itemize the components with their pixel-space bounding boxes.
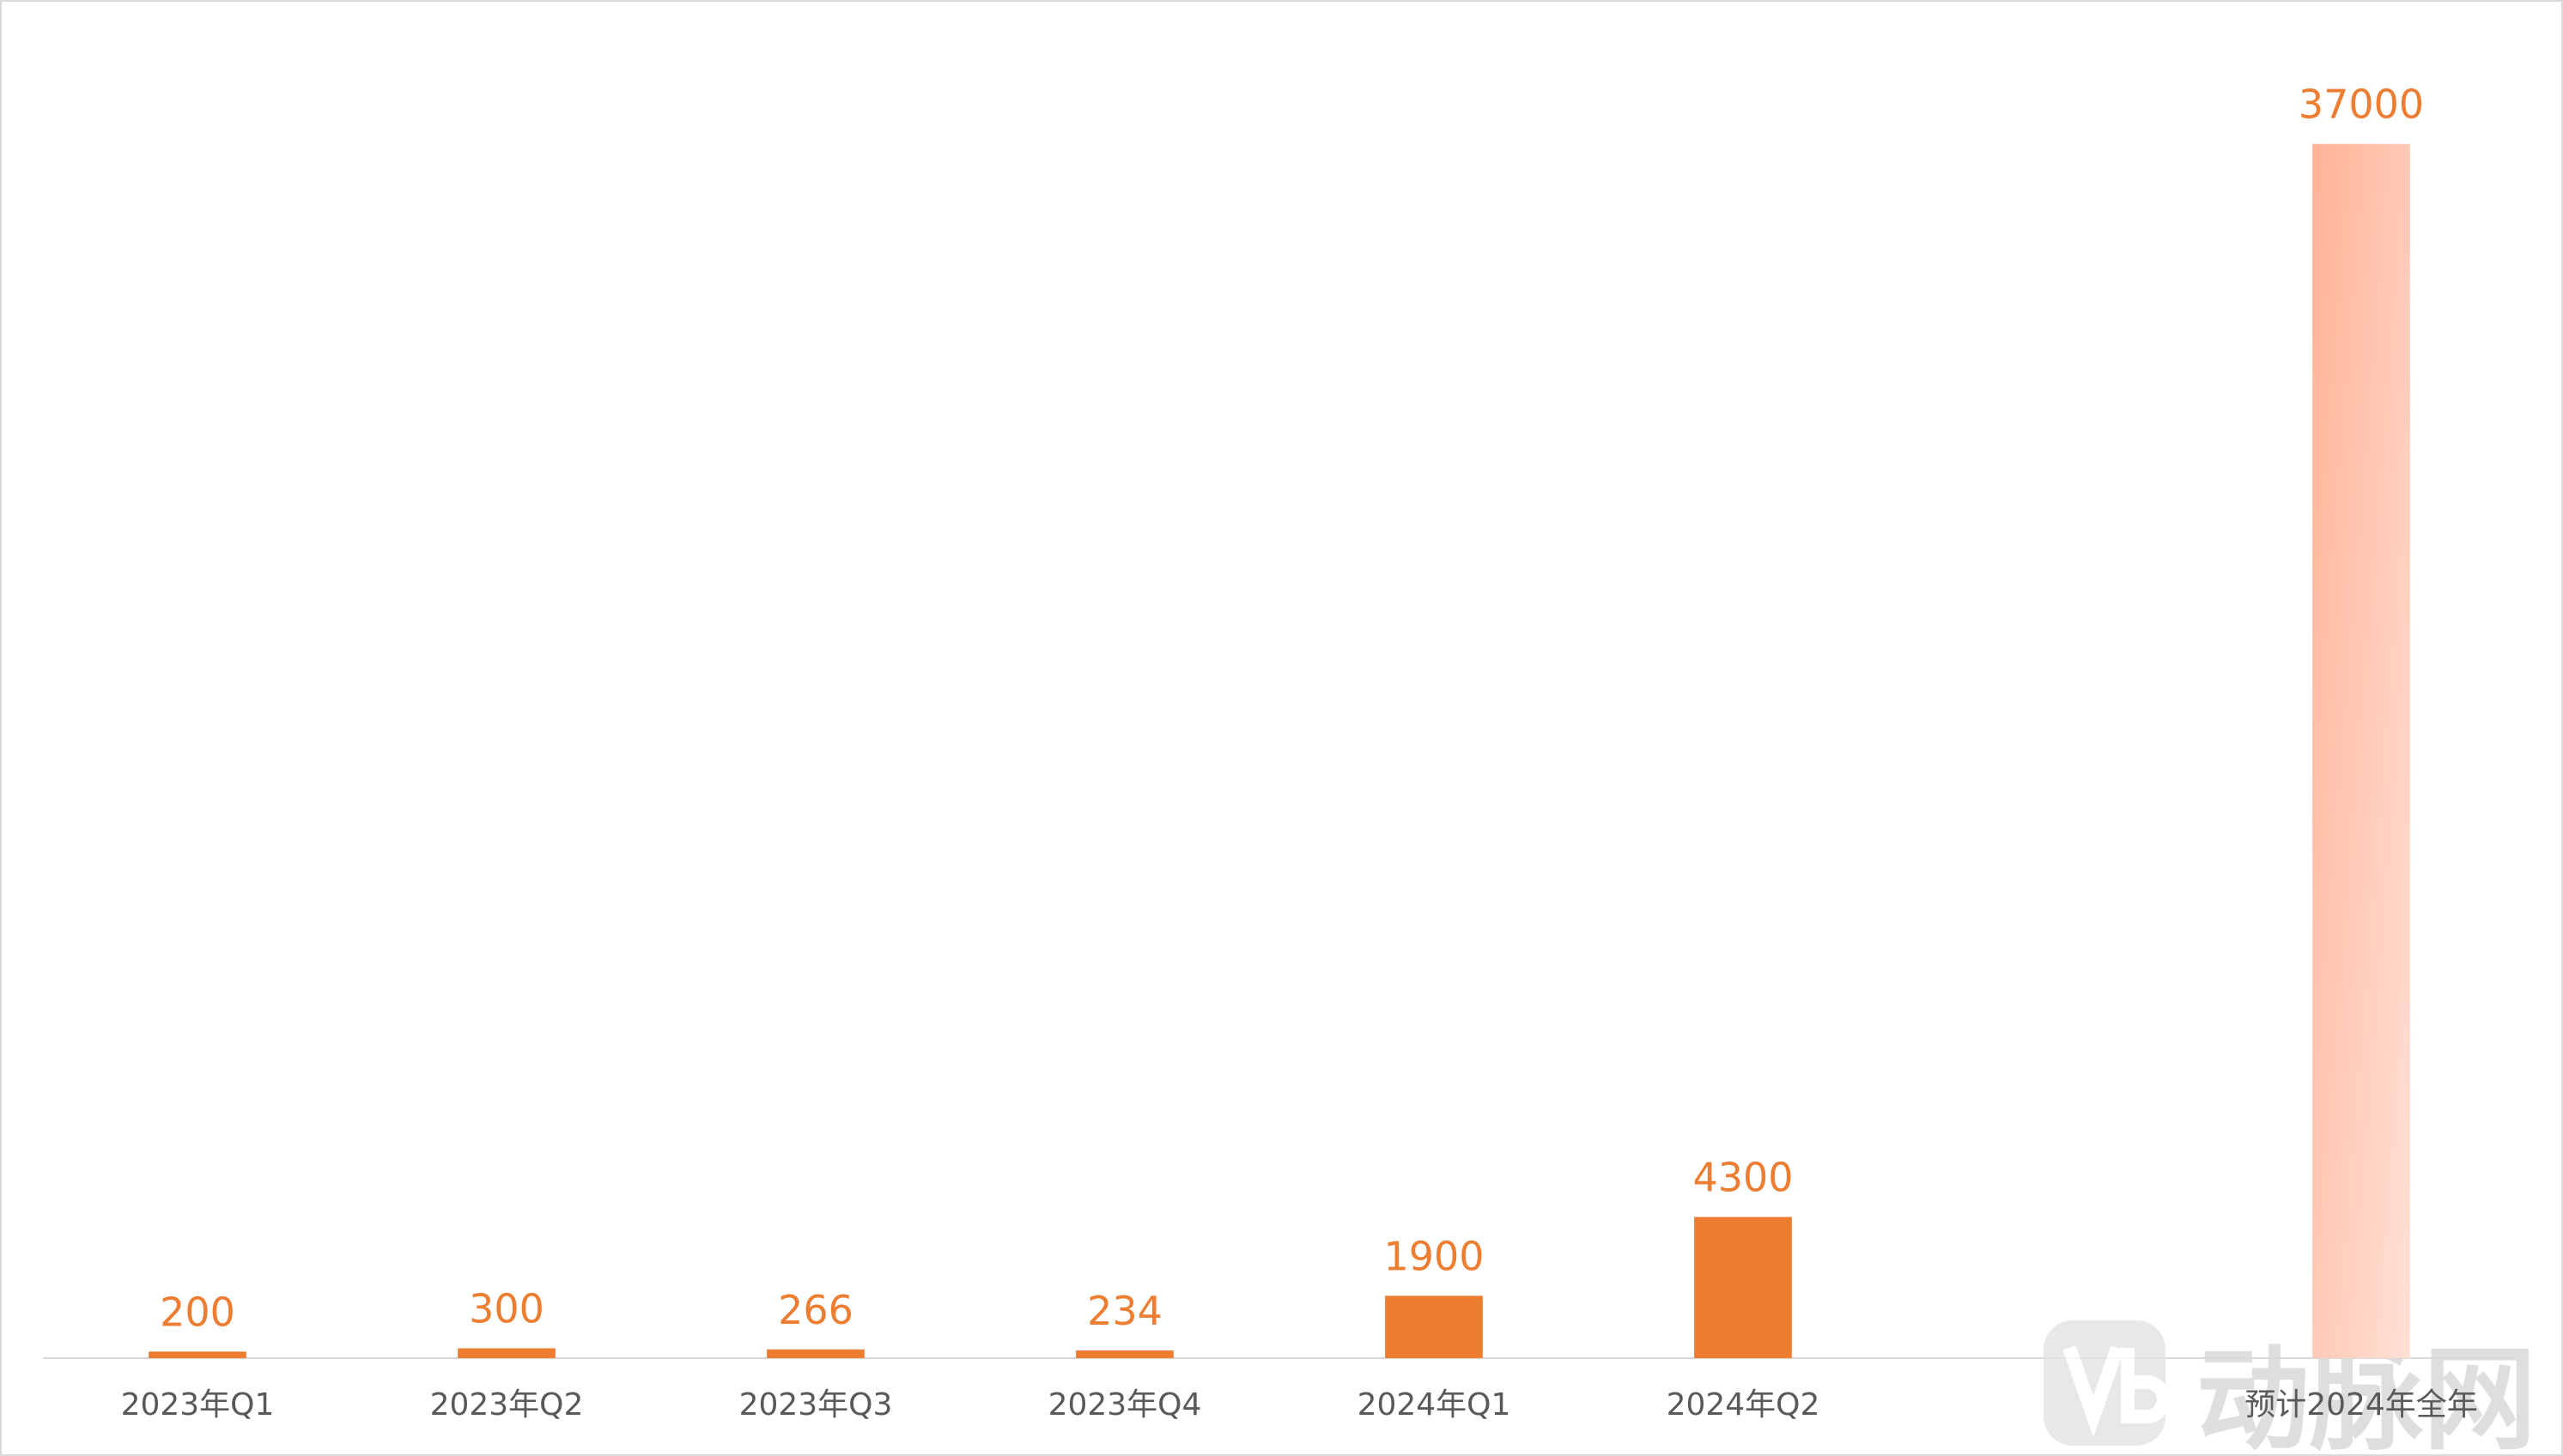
x-tick-label: 2023年Q3 <box>739 1387 893 1423</box>
x-tick-label: 2023年Q1 <box>121 1387 275 1423</box>
bar <box>767 1349 865 1358</box>
data-label: 200 <box>160 1289 235 1335</box>
data-label: 266 <box>778 1287 853 1333</box>
data-label: 4300 <box>1692 1155 1793 1201</box>
data-label: 37000 <box>2299 82 2424 128</box>
bar <box>2312 143 2410 1358</box>
bar <box>1385 1295 1483 1358</box>
data-label: 234 <box>1087 1288 1163 1334</box>
bar <box>149 1351 246 1358</box>
x-tick-label: 2024年Q2 <box>1667 1387 1820 1423</box>
x-tick-label: 预计2024年全年 <box>2244 1387 2478 1423</box>
x-tick-label: 2023年Q4 <box>1048 1387 1202 1423</box>
x-tick-label: 2024年Q1 <box>1357 1387 1511 1423</box>
bar <box>1076 1350 1174 1358</box>
watermark-logo <box>2044 1320 2171 1446</box>
data-label: 1900 <box>1383 1233 1484 1279</box>
x-tick-label: 2023年Q2 <box>430 1387 584 1423</box>
bar <box>1694 1216 1792 1358</box>
data-label: 300 <box>469 1286 544 1332</box>
bar <box>458 1348 556 1358</box>
